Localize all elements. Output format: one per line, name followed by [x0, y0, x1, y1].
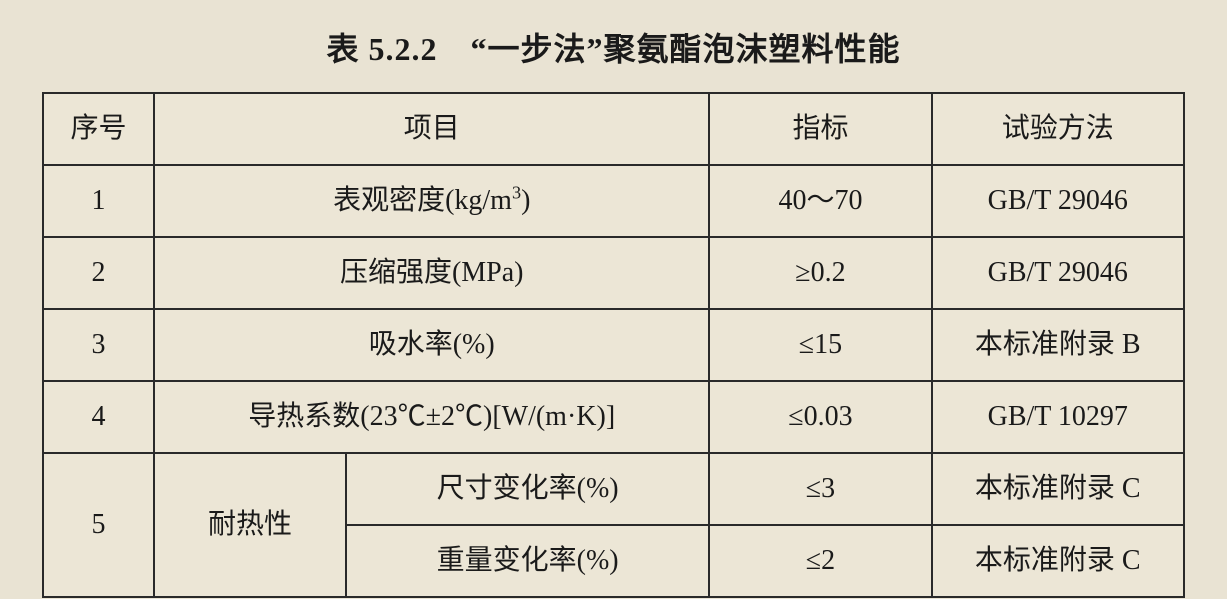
cell-method: GB/T 10297	[932, 381, 1184, 453]
header-spec: 指标	[709, 93, 931, 165]
cell-spec: ≤2	[709, 525, 931, 597]
table-row: 5 耐热性 尺寸变化率(%) ≤3 本标准附录 C	[43, 453, 1184, 525]
cell-method: 本标准附录 C	[932, 453, 1184, 525]
spec-table: 序号 项目 指标 试验方法 1 表观密度(kg/m3) 40～70 GB/T 2…	[42, 92, 1185, 598]
cell-method: GB/T 29046	[932, 165, 1184, 237]
cell-method: 本标准附录 B	[932, 309, 1184, 381]
cell-group-label: 耐热性	[154, 453, 346, 597]
table-row: 1 表观密度(kg/m3) 40～70 GB/T 29046	[43, 165, 1184, 237]
cell-subitem: 尺寸变化率(%)	[346, 453, 710, 525]
cell-spec: ≤3	[709, 453, 931, 525]
cell-method: GB/T 29046	[932, 237, 1184, 309]
cell-item: 压缩强度(MPa)	[154, 237, 709, 309]
cell-spec: ≤0.03	[709, 381, 931, 453]
page: 表 5.2.2 “一步法”聚氨酯泡沫塑料性能 序号 项目 指标 试验方法 1 表…	[0, 0, 1227, 599]
cell-item: 吸水率(%)	[154, 309, 709, 381]
cell-seq: 2	[43, 237, 154, 309]
header-item: 项目	[154, 93, 709, 165]
header-seq: 序号	[43, 93, 154, 165]
cell-seq: 3	[43, 309, 154, 381]
table-row: 2 压缩强度(MPa) ≥0.2 GB/T 29046	[43, 237, 1184, 309]
cell-seq: 1	[43, 165, 154, 237]
cell-method: 本标准附录 C	[932, 525, 1184, 597]
table-header-row: 序号 项目 指标 试验方法	[43, 93, 1184, 165]
cell-spec: ≤15	[709, 309, 931, 381]
cell-seq: 4	[43, 381, 154, 453]
cell-item: 表观密度(kg/m3)	[154, 165, 709, 237]
header-method: 试验方法	[932, 93, 1184, 165]
table-title: 表 5.2.2 “一步法”聚氨酯泡沫塑料性能	[42, 24, 1185, 70]
cell-subitem: 重量变化率(%)	[346, 525, 710, 597]
table-row: 4 导热系数(23℃±2℃)[W/(m·K)] ≤0.03 GB/T 10297	[43, 381, 1184, 453]
table-row: 3 吸水率(%) ≤15 本标准附录 B	[43, 309, 1184, 381]
cell-spec: 40～70	[709, 165, 931, 237]
cell-spec: ≥0.2	[709, 237, 931, 309]
cell-seq: 5	[43, 453, 154, 597]
cell-item: 导热系数(23℃±2℃)[W/(m·K)]	[154, 381, 709, 453]
